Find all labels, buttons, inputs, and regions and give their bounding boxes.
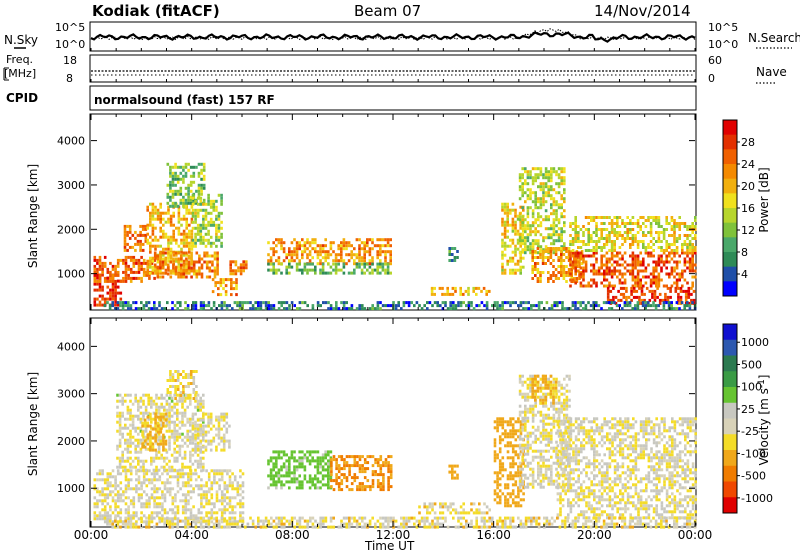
time-tick-6: 00:00 — [678, 528, 713, 542]
nsearch-label: N.Search — [748, 31, 800, 45]
freq-strip-frame — [90, 55, 696, 82]
power-ytick-0: 1000 — [57, 268, 85, 281]
velocity-colorbar-tick-1: 500 — [741, 358, 762, 371]
date-title: 14/Nov/2014 — [594, 2, 691, 20]
power-colorbar-seg-8 — [723, 237, 737, 252]
power-colorbar-seg-2 — [723, 149, 737, 164]
power-colorbar-seg-9 — [723, 252, 737, 267]
power-colorbar-label: Power [dB] — [757, 167, 771, 232]
velocity-colorbar-seg-2 — [723, 356, 737, 372]
time-tick-0: 00:00 — [74, 528, 109, 542]
power-colorbar-seg-4 — [723, 179, 737, 194]
freq-tick-low: 8 — [66, 72, 73, 85]
velocity-colorbar-tick-3: 25 — [741, 403, 755, 416]
power-colorbar-tick-2: 12 — [741, 224, 755, 237]
velocity-colorbar-seg-6 — [723, 419, 737, 435]
freq-tick-high: 18 — [63, 54, 77, 67]
cpid-label: CPID — [6, 91, 38, 105]
velocity-colorbar-seg-0 — [723, 324, 737, 340]
power-colorbar-seg-11 — [723, 281, 737, 296]
power-colorbar-tick-6: 28 — [741, 136, 755, 149]
power-colorbar-tick-3: 16 — [741, 202, 755, 215]
velocity-colorbar-seg-7 — [723, 434, 737, 450]
time-tick-4: 16:00 — [476, 528, 511, 542]
velocity-colorbar-seg-8 — [723, 450, 737, 466]
velocity-colorbar-label-text: Velocity [m s — [757, 388, 771, 465]
freq-label-2: [MHz] — [4, 67, 36, 80]
nave-tick-low: 0 — [708, 72, 715, 85]
time-tick-2: 08:00 — [275, 528, 310, 542]
power-colorbar-seg-0 — [723, 120, 737, 135]
power-colorbar-seg-6 — [723, 208, 737, 223]
velocity-colorbar-seg-4 — [723, 387, 737, 403]
nsky-label: N.Sky — [4, 33, 38, 47]
velocity-colorbar-seg-3 — [723, 371, 737, 387]
cpid-mode: normalsound (fast) 157 RF — [94, 93, 275, 107]
nave-tick-high: 60 — [708, 54, 722, 67]
power-colorbar-seg-3 — [723, 164, 737, 179]
beam-title: Beam 07 — [354, 2, 421, 20]
time-axis-label: Time UT — [364, 539, 415, 553]
power-ylabel: Slant Range [km] — [26, 164, 40, 268]
velocity-colorbar-tick-0: 1000 — [741, 336, 769, 349]
station-title: Kodiak (fitACF) — [92, 2, 220, 20]
power-colorbar-seg-10 — [723, 267, 737, 282]
velocity-ytick-3: 4000 — [57, 340, 85, 353]
nsky-tick-high: 10^5 — [55, 21, 85, 34]
nave-label: Nave — [756, 65, 787, 79]
velocity-ytick-1: 2000 — [57, 435, 85, 448]
nsky-tick-low: 10^0 — [55, 38, 85, 51]
velocity-colorbar-seg-5 — [723, 403, 737, 419]
velocity-ytick-0: 1000 — [57, 482, 85, 495]
power-ytick-2: 3000 — [57, 179, 85, 192]
velocity-colorbar-tick-7: -1000 — [741, 492, 773, 505]
velocity-colorbar-seg-1 — [723, 340, 737, 356]
time-tick-5: 20:00 — [577, 528, 612, 542]
power-ytick-3: 4000 — [57, 135, 85, 148]
velocity-colorbar-seg-10 — [723, 482, 737, 498]
power-colorbar-tick-4: 20 — [741, 180, 755, 193]
power-colorbar-tick-1: 8 — [741, 246, 748, 259]
velocity-colorbar-label: Velocity [m s-1] — [757, 375, 771, 466]
power-colorbar-seg-1 — [723, 135, 737, 150]
velocity-ytick-2: 3000 — [57, 388, 85, 401]
nsearch-tick-low: 10^0 — [708, 38, 738, 51]
power-colorbar-seg-7 — [723, 223, 737, 238]
time-tick-1: 04:00 — [174, 528, 209, 542]
power-ytick-1: 2000 — [57, 223, 85, 236]
power-colorbar-seg-5 — [723, 193, 737, 208]
power-colorbar-tick-5: 24 — [741, 158, 755, 171]
velocity-colorbar-tick-6: -500 — [741, 470, 766, 483]
velocity-colorbar-label-sup: -1 — [757, 379, 767, 388]
power-colorbar-tick-0: 4 — [741, 268, 748, 281]
velocity-colorbar-seg-11 — [723, 497, 737, 513]
velocity-colorbar-seg-9 — [723, 466, 737, 482]
nsearch-tick-high: 10^5 — [708, 21, 738, 34]
velocity-ylabel: Slant Range [km] — [26, 372, 40, 476]
freq-label-1: Freq. — [6, 53, 33, 66]
power-panel: 1000 2000 3000 4000 4 8 12 16 20 24 28 — [57, 114, 755, 310]
